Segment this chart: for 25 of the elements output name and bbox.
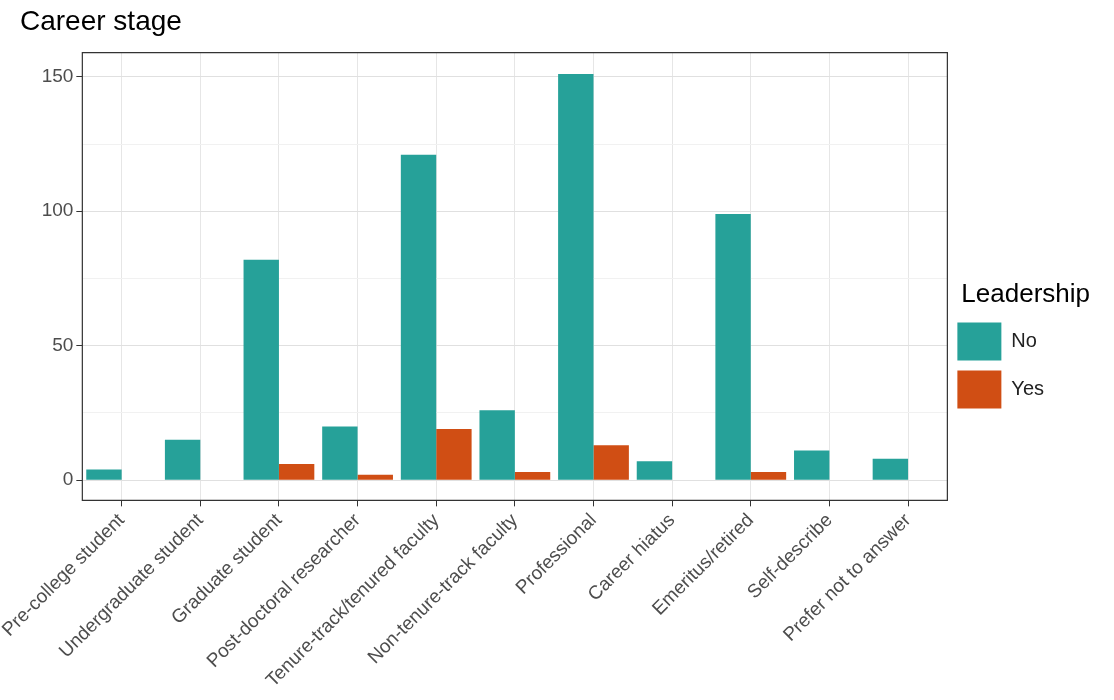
bar: [86, 469, 122, 480]
bar: [794, 450, 830, 480]
bar: [164, 439, 201, 480]
legend-label: No: [1011, 329, 1037, 352]
bar: [750, 472, 787, 480]
y-tick-label: 0: [62, 468, 74, 490]
bar: [715, 213, 751, 480]
bar: [243, 259, 279, 480]
bar: [636, 461, 673, 480]
y-tick-label: 50: [52, 333, 74, 355]
bar: [593, 445, 629, 480]
bar: [436, 429, 472, 480]
bar: [558, 74, 594, 480]
chart-title: Career stage: [20, 4, 182, 36]
y-tick-label: 100: [41, 199, 74, 221]
bar: [514, 472, 551, 480]
bar: [357, 474, 393, 480]
bar: [400, 154, 437, 480]
bar: [479, 410, 515, 480]
legend-title: Leadership: [961, 277, 1091, 308]
y-tick-label: 150: [41, 65, 74, 87]
bar: [872, 458, 909, 480]
legend-label: Yes: [1011, 377, 1045, 400]
bar: [278, 464, 315, 480]
bar: [322, 426, 358, 480]
